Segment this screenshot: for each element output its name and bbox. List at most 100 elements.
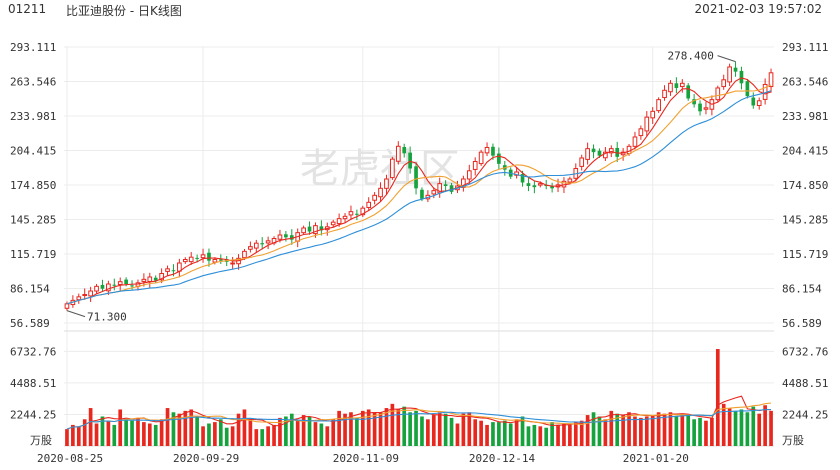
candle-body (739, 70, 744, 84)
volume-bar (497, 422, 501, 446)
volume-bar (639, 417, 643, 446)
candle-body (390, 158, 395, 179)
candle-body (124, 279, 128, 285)
volume-bar (201, 426, 205, 446)
candle-body (130, 285, 134, 287)
candle-body (585, 148, 590, 160)
volume-bar (343, 413, 347, 446)
ma5-line (66, 77, 772, 305)
candle-body (248, 246, 253, 250)
candle-body (472, 160, 478, 170)
volume-bar (207, 423, 211, 446)
candle-body (703, 107, 709, 110)
candle-body (384, 178, 389, 189)
volume-bar (307, 416, 312, 446)
y-tick-right: 293.111 (782, 41, 828, 54)
candle-body (159, 273, 164, 281)
candle-body (491, 146, 495, 156)
candle-body (420, 189, 424, 199)
volume-bar (698, 417, 702, 446)
y-tick-left: 204.415 (10, 145, 56, 158)
volume-bar (704, 420, 708, 446)
volume-bar (248, 419, 253, 446)
candle-body (756, 100, 762, 106)
candle-body (182, 259, 188, 263)
candle-body (733, 67, 738, 72)
volume-bar (301, 415, 306, 446)
y-tick-left: 233.981 (10, 110, 56, 123)
candle-body (656, 99, 661, 112)
candle-body (686, 85, 691, 99)
candle-body (253, 242, 259, 249)
volume-bar (556, 424, 560, 446)
volume-unit-left: 万股 (30, 434, 52, 447)
candle-body (751, 97, 756, 106)
volume-bar (136, 417, 140, 446)
y-tick-left: 115.719 (10, 248, 56, 261)
candle-body (478, 151, 484, 165)
y-tick-right: 174.850 (782, 179, 828, 192)
volume-bar (751, 406, 756, 446)
candle-body (165, 268, 170, 272)
candle-body (532, 185, 537, 188)
candle-body (591, 148, 596, 153)
volume-bar (656, 412, 661, 446)
watermark: 老虎社区 (300, 146, 460, 192)
candle-body (355, 213, 359, 215)
candle-body (330, 221, 336, 226)
volume-bar (733, 410, 738, 446)
candle-body (484, 146, 490, 154)
volume-bar (313, 422, 318, 446)
candle-body (106, 283, 111, 292)
volume-bar (473, 419, 478, 446)
volume-bar (118, 409, 123, 446)
volume-bar (526, 426, 531, 446)
candle-body (378, 187, 383, 198)
x-tick: 2020-08-25 (37, 452, 103, 465)
volume-bar (769, 410, 773, 446)
y-tick-right: 233.981 (782, 110, 828, 123)
volume-bar (502, 420, 507, 446)
volume-bar (739, 409, 744, 446)
candle-body (319, 226, 324, 231)
ma20-line (66, 90, 772, 305)
candle-body (260, 243, 265, 245)
x-tick: 2020-12-14 (469, 452, 536, 465)
volume-bar (88, 408, 93, 446)
volume-bar (461, 413, 466, 446)
volume-bar (183, 410, 188, 446)
volume-tick-right: 4488.51 (782, 377, 828, 390)
candle-body (76, 296, 82, 301)
candle-body (64, 303, 70, 309)
volume-bar (218, 419, 223, 446)
volume-bar (213, 422, 217, 446)
volume-bar (485, 424, 489, 446)
max-label: 278.400 (668, 50, 714, 63)
candle-body (443, 184, 448, 186)
y-tick-right: 145.285 (782, 214, 828, 227)
volume-bar (544, 427, 549, 446)
candle-body (218, 259, 223, 261)
candle-body (674, 83, 679, 88)
stock-code: 01211 (8, 2, 47, 16)
volume-bar (763, 405, 767, 446)
y-tick-left: 263.546 (10, 76, 56, 89)
volume-bar (674, 416, 679, 446)
volume-bar (745, 412, 750, 446)
volume-bar (242, 409, 247, 446)
volume-bar (520, 416, 525, 446)
volume-unit-right: 万股 (782, 434, 804, 447)
volume-bar (757, 413, 762, 446)
chart-header: 01211 比亚迪股份 - 日K线图 2021-02-03 19:57:02 (0, 0, 840, 20)
candle-body (567, 178, 573, 183)
volume-bar (568, 424, 572, 446)
candle-body (171, 270, 176, 272)
volume-bar (349, 412, 353, 446)
y-tick-left: 293.111 (10, 41, 56, 54)
candle-body (348, 211, 354, 216)
volume-tick-left: 4488.51 (10, 377, 56, 390)
volume-bar (171, 412, 176, 446)
volume-bar (378, 412, 383, 446)
candle-body (644, 116, 650, 132)
volume-bar (384, 408, 389, 446)
